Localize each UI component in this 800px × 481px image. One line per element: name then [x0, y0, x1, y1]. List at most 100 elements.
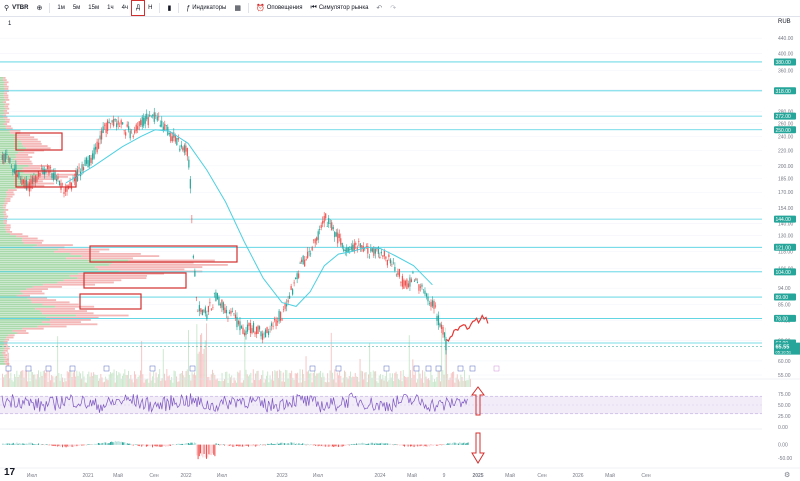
candle-body	[82, 167, 85, 171]
price-tick-label: 220.00	[778, 148, 794, 154]
undo-icon[interactable]: ↶	[376, 5, 383, 12]
oscillator-bar	[156, 444, 158, 447]
volume-profile-up-bar	[0, 184, 26, 187]
toolbar-separator	[178, 3, 180, 13]
oscillator-bar	[416, 444, 417, 446]
candle-body	[134, 130, 136, 134]
candle-body	[225, 309, 228, 314]
candle-body	[428, 303, 431, 304]
volume-profile-down-bar	[4, 360, 8, 363]
volume-bar	[148, 382, 150, 387]
candle-body	[40, 168, 43, 169]
interval-4h[interactable]: 4ч	[121, 5, 129, 11]
oscillator-bar	[262, 444, 264, 446]
candle-body	[107, 120, 109, 131]
volume-bar	[233, 377, 235, 387]
volume-profile-up-bar	[0, 283, 44, 286]
oscillator-bar	[449, 442, 451, 445]
settings-gear-icon[interactable]: ⚙	[784, 471, 790, 479]
volume-profile-down-bar	[3, 123, 8, 125]
ma-line	[65, 129, 433, 307]
oscillator-bar	[285, 443, 287, 445]
oscillator-bar	[159, 444, 161, 447]
interval-day[interactable]: Д	[131, 0, 146, 16]
oscillator-bar	[230, 444, 231, 446]
volume-profile-up-bar	[0, 187, 17, 189]
volume-bar	[200, 334, 201, 387]
volume-bar	[144, 379, 146, 387]
volume-profile-up-bar	[0, 301, 32, 304]
oscillator-bar	[452, 442, 453, 445]
volume-profile-up-bar	[0, 209, 5, 211]
templates-icon[interactable]: ▦	[234, 5, 241, 12]
oscillator-bar	[396, 444, 398, 446]
volume-profile-up-bar	[0, 79, 4, 81]
volume-profile-down-bar	[37, 244, 73, 246]
price-chart[interactable]: 75.00 50.00 25.00 0.00 0.00 -50.00 440.00 400…	[0, 17, 800, 481]
oscillator-bar	[376, 443, 378, 445]
volume-profile-down-bar	[2, 352, 6, 354]
candle-body	[308, 251, 310, 252]
time-tick-label: 9	[443, 473, 446, 479]
volume-bar	[260, 378, 261, 387]
volume-profile-down-bar	[31, 182, 55, 185]
time-axis[interactable]: Июл 2021 Май Сен 2022 Июл 2023 Июл 2024 Май 9 2025 М…	[0, 467, 800, 479]
volume-profile-up-bar	[0, 129, 10, 132]
interval-15m[interactable]: 15м	[88, 5, 100, 11]
price-tick-label: 240.00	[778, 134, 794, 140]
oscillator-bar	[324, 444, 326, 447]
replay-button[interactable]: ⏮ Симулятор рынка	[307, 1, 373, 15]
oscillator-bar	[351, 444, 353, 445]
volume-bar	[461, 377, 463, 387]
interval-week[interactable]: Н	[148, 5, 153, 11]
volume-bar	[112, 372, 114, 387]
volume-bar	[394, 373, 396, 387]
oscillator-bar	[362, 442, 363, 445]
oscillator-bar	[462, 442, 464, 445]
oscillator-bar	[10, 444, 12, 445]
candle-body	[409, 277, 411, 287]
candle-body	[96, 141, 98, 153]
add-symbol-icon[interactable]: ⊕	[36, 5, 43, 12]
alerts-label: Оповещения	[266, 5, 303, 11]
alerts-button[interactable]: ⏰ Оповещения	[252, 1, 307, 15]
volume-profile-up-bar	[0, 103, 6, 106]
event-marker-icon	[383, 365, 390, 372]
indicators-button[interactable]: ƒ Индикаторы	[182, 1, 230, 15]
candle-body	[227, 317, 229, 319]
volume-bar	[162, 349, 164, 387]
volume-profile-down-bar	[3, 217, 8, 220]
candle-body	[254, 332, 256, 335]
volume-profile-up-bar	[0, 242, 24, 244]
volume-bar	[99, 378, 101, 387]
volume-bar	[448, 379, 450, 387]
volume-profile-down-bar	[3, 92, 8, 95]
oscillator-bar	[76, 444, 78, 447]
oscillator-bar	[126, 443, 128, 445]
volume-bar	[384, 376, 386, 387]
volume-profile-down-bar	[16, 136, 35, 139]
volume-bar	[164, 373, 165, 387]
symbol-search-button[interactable]: ⚲ VTBR	[0, 1, 32, 15]
volume-profile-up-bar	[0, 99, 6, 101]
interval-1m[interactable]: 1м	[57, 5, 65, 11]
volume-profile-down-bar	[17, 134, 31, 136]
volume-profile-up-bar	[0, 325, 38, 328]
volume-profile-up-bar	[0, 169, 23, 172]
redo-icon[interactable]: ↷	[390, 5, 397, 12]
volume-profile-down-bar	[31, 301, 70, 304]
candle-type-icon[interactable]: ▮	[167, 5, 172, 12]
interval-5m[interactable]: 5м	[72, 5, 81, 11]
oscillator-bar	[53, 444, 55, 446]
candle-body	[46, 166, 49, 170]
interval-1h[interactable]: 1ч	[107, 5, 114, 11]
oscillator-bar	[149, 444, 151, 447]
candle-body	[334, 231, 336, 238]
volume-profile-down-bar	[98, 268, 185, 271]
volume-bar	[254, 379, 255, 387]
volume-bar	[351, 377, 353, 387]
volume-bar	[348, 376, 350, 387]
price-tick-label: 170.00	[778, 190, 794, 196]
volume-bar	[78, 371, 80, 387]
volume-bar	[44, 370, 45, 387]
